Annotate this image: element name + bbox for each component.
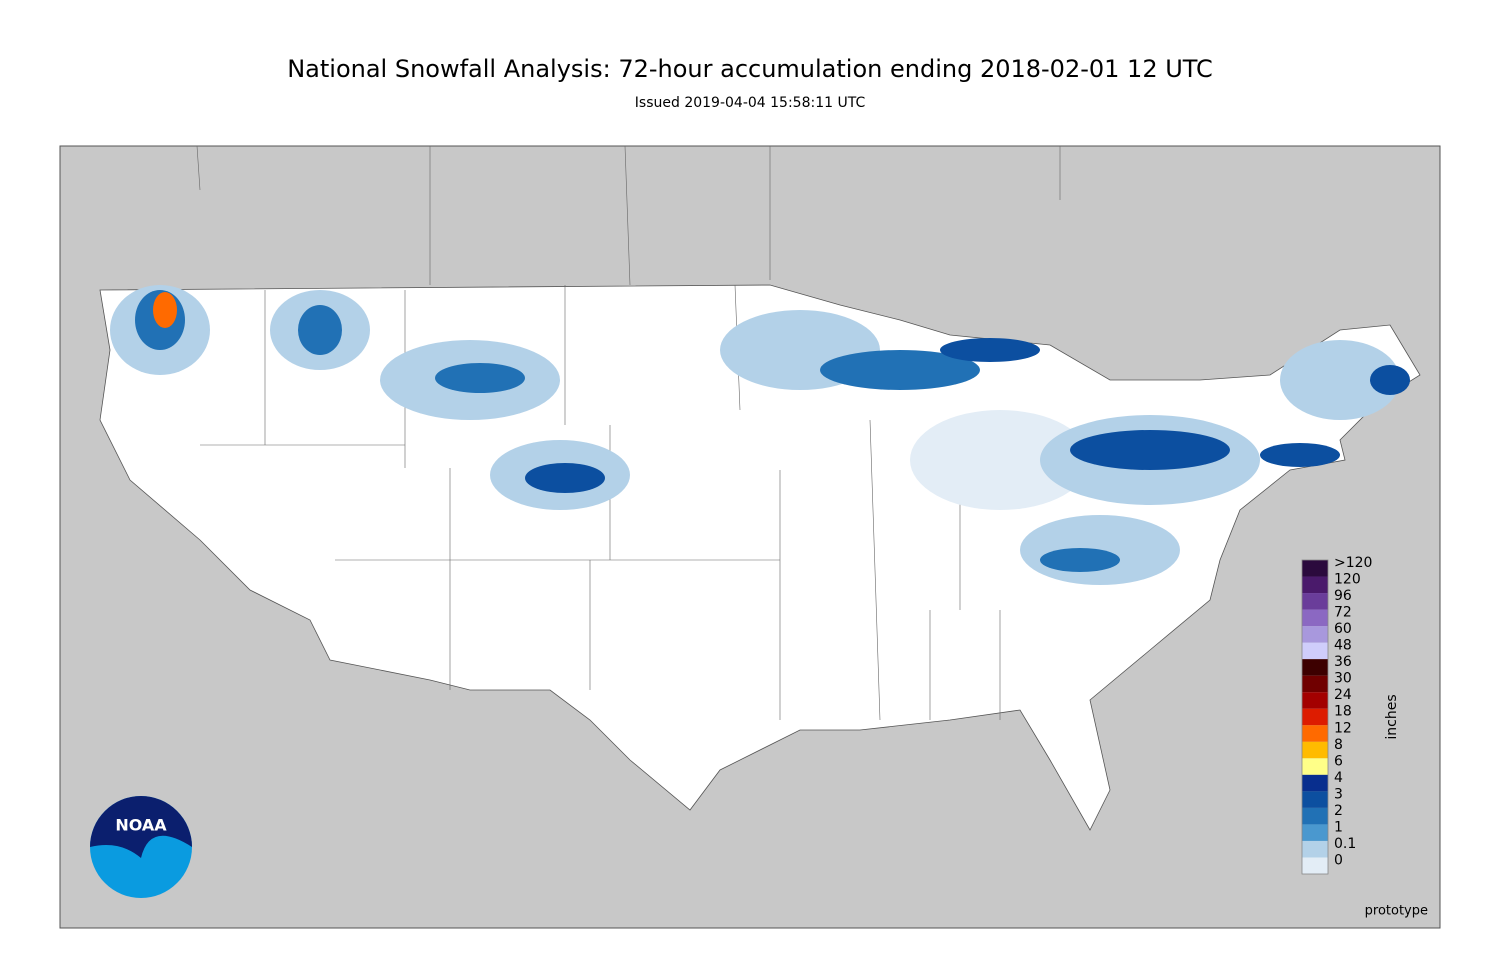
noaa-logo: NOAA <box>90 796 192 898</box>
legend-swatch <box>1302 741 1328 759</box>
legend-label: 4 <box>1334 770 1343 786</box>
legend-swatch <box>1302 609 1328 627</box>
legend-label: 72 <box>1334 605 1352 621</box>
legend-swatch <box>1302 576 1328 594</box>
logo-top <box>90 796 192 858</box>
legend-label: 120 <box>1334 572 1361 588</box>
legend-label: 12 <box>1334 720 1352 736</box>
legend-unit-label: inches <box>1384 694 1400 739</box>
legend-swatch <box>1302 675 1328 693</box>
legend-label: 8 <box>1334 737 1343 753</box>
legend-label: 3 <box>1334 786 1343 802</box>
legend-label: >120 <box>1334 555 1372 571</box>
map-frame <box>59 145 1441 929</box>
legend-swatch <box>1302 593 1328 610</box>
legend-swatch <box>1302 824 1328 841</box>
legend-label: 48 <box>1334 638 1352 654</box>
legend-label: 96 <box>1334 588 1352 604</box>
legend-swatch <box>1302 626 1328 643</box>
subtitle: Issued 2019-04-04 15:58:11 UTC <box>635 95 866 111</box>
legend-swatch <box>1302 774 1328 792</box>
logo-text: NOAA <box>115 816 167 835</box>
legend-label: 6 <box>1334 753 1343 769</box>
legend-border <box>1301 559 1329 875</box>
legend-label: 1 <box>1334 819 1343 835</box>
legend-label: 36 <box>1334 654 1352 670</box>
conus-land <box>99 284 1421 831</box>
legend-label: 0 <box>1334 852 1343 868</box>
legend-swatch <box>1302 758 1328 775</box>
legend-swatch <box>1302 642 1328 660</box>
legend-swatch <box>1302 692 1328 709</box>
legend-label: 24 <box>1334 687 1352 703</box>
legend-swatch <box>1302 791 1328 808</box>
legend-swatch <box>1302 560 1328 577</box>
legend-label: 30 <box>1334 671 1352 687</box>
legend-swatch <box>1302 807 1328 825</box>
snow-cover <box>110 285 1410 585</box>
legend-swatch <box>1302 840 1328 858</box>
legend-swatch <box>1302 725 1328 742</box>
footnote: prototype <box>1365 904 1428 919</box>
legend-swatch <box>1302 659 1328 676</box>
title: National Snowfall Analysis: 72-hour accu… <box>287 55 1213 83</box>
legend-label: 2 <box>1334 803 1343 819</box>
legend-label: 60 <box>1334 621 1352 637</box>
legend-label: 18 <box>1334 704 1352 720</box>
legend-swatch <box>1302 708 1328 726</box>
legend-swatch <box>1302 857 1328 874</box>
legend-label: 0.1 <box>1334 836 1356 852</box>
